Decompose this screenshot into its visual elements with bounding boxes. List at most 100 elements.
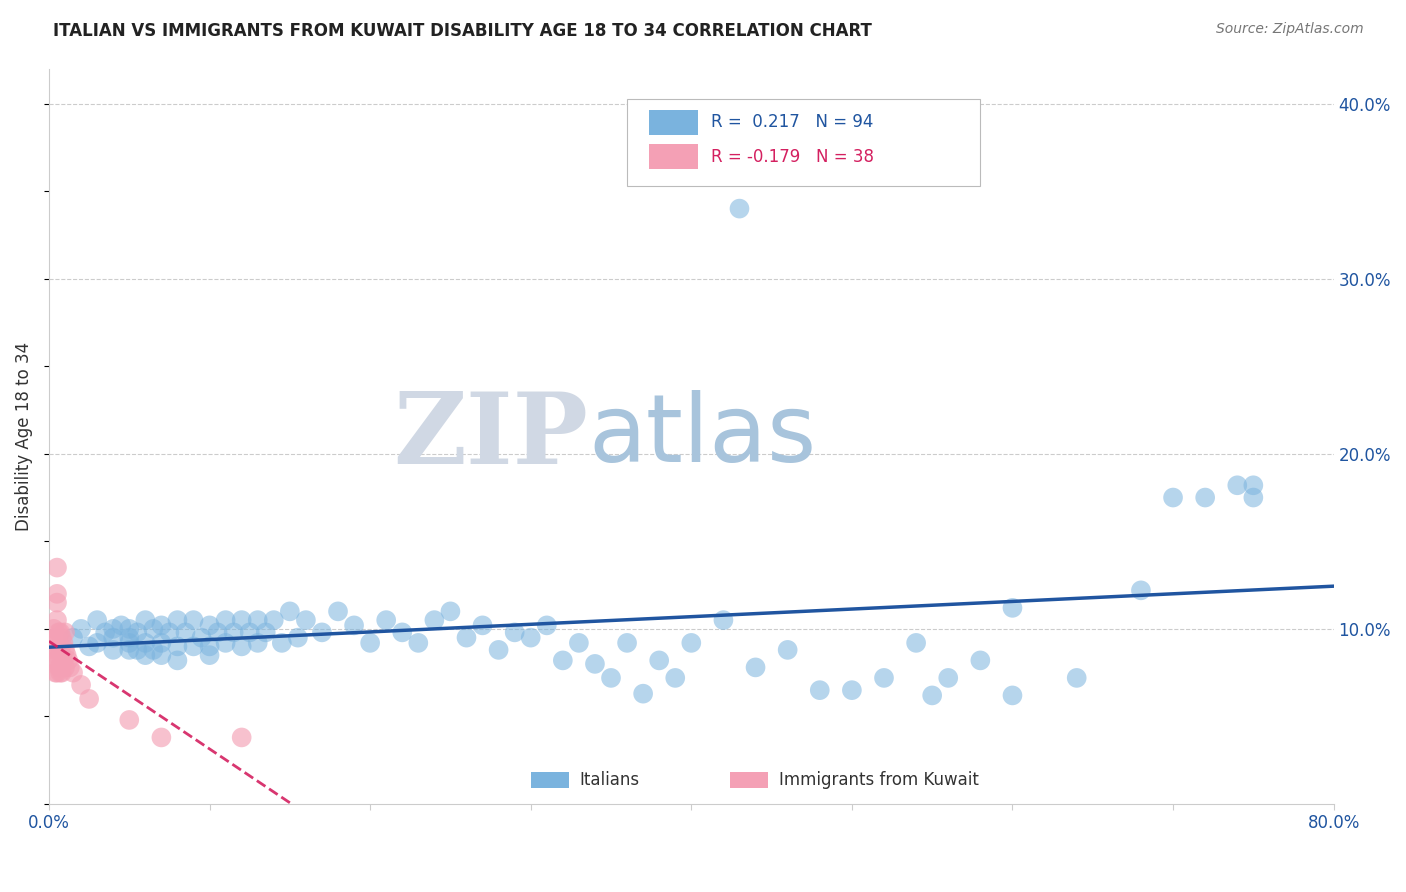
Point — [1194, 491, 1216, 505]
Point — [44, 653, 66, 667]
Point — [231, 613, 253, 627]
Point — [198, 648, 221, 662]
Point — [183, 640, 205, 654]
Point — [423, 613, 446, 627]
Point — [214, 636, 236, 650]
Point — [46, 631, 69, 645]
Point — [190, 631, 212, 645]
Point — [222, 625, 245, 640]
Point — [48, 660, 70, 674]
Point — [49, 625, 72, 640]
Point — [246, 636, 269, 650]
Point — [150, 636, 173, 650]
Point — [103, 643, 125, 657]
Point — [44, 631, 66, 645]
Text: R = -0.179   N = 38: R = -0.179 N = 38 — [710, 148, 873, 166]
Point — [728, 202, 751, 216]
Point — [270, 636, 292, 650]
Point — [343, 618, 366, 632]
Point — [51, 648, 73, 662]
Point — [103, 622, 125, 636]
Point — [94, 625, 117, 640]
Point — [46, 596, 69, 610]
Text: ITALIAN VS IMMIGRANTS FROM KUWAIT DISABILITY AGE 18 TO 34 CORRELATION CHART: ITALIAN VS IMMIGRANTS FROM KUWAIT DISABI… — [53, 22, 872, 40]
Point — [359, 636, 381, 650]
FancyBboxPatch shape — [530, 772, 569, 788]
Point — [214, 613, 236, 627]
Point — [1226, 478, 1249, 492]
Text: Italians: Italians — [579, 771, 640, 789]
Point — [166, 640, 188, 654]
Point — [536, 618, 558, 632]
Point — [157, 625, 180, 640]
Point — [166, 613, 188, 627]
Point — [127, 643, 149, 657]
Point — [969, 653, 991, 667]
Point — [110, 618, 132, 632]
Point — [664, 671, 686, 685]
Point — [70, 622, 93, 636]
Point — [239, 625, 262, 640]
Point — [1129, 583, 1152, 598]
Point — [648, 653, 671, 667]
Point — [62, 665, 84, 680]
Point — [42, 622, 65, 636]
Point — [127, 625, 149, 640]
Point — [254, 625, 277, 640]
Point — [55, 648, 77, 662]
Point — [631, 687, 654, 701]
Point — [905, 636, 928, 650]
Point — [183, 613, 205, 627]
Point — [568, 636, 591, 650]
Point — [48, 636, 70, 650]
Point — [46, 613, 69, 627]
Point — [921, 689, 943, 703]
Point — [134, 613, 156, 627]
Point — [278, 604, 301, 618]
Point — [48, 643, 70, 657]
Point — [77, 692, 100, 706]
Text: ZIP: ZIP — [394, 388, 589, 484]
Point — [681, 636, 703, 650]
Point — [471, 618, 494, 632]
Point — [142, 622, 165, 636]
Point — [198, 640, 221, 654]
Point — [77, 640, 100, 654]
Point — [1241, 491, 1264, 505]
Point — [48, 625, 70, 640]
Text: atlas: atlas — [589, 391, 817, 483]
Point — [70, 678, 93, 692]
Point — [616, 636, 638, 650]
Point — [53, 643, 76, 657]
Point — [49, 665, 72, 680]
Point — [408, 636, 430, 650]
Point — [263, 613, 285, 627]
Point — [134, 636, 156, 650]
Point — [551, 653, 574, 667]
Point — [375, 613, 398, 627]
Point — [207, 625, 229, 640]
Point — [326, 604, 349, 618]
Point — [503, 625, 526, 640]
Point — [142, 643, 165, 657]
Point — [488, 643, 510, 657]
Point — [48, 653, 70, 667]
Point — [52, 653, 75, 667]
Point — [391, 625, 413, 640]
Point — [776, 643, 799, 657]
Point — [583, 657, 606, 671]
Point — [134, 648, 156, 662]
Point — [42, 643, 65, 657]
Point — [295, 613, 318, 627]
Point — [118, 622, 141, 636]
Point — [86, 636, 108, 650]
Point — [118, 636, 141, 650]
Point — [150, 731, 173, 745]
Point — [53, 660, 76, 674]
Point — [1001, 600, 1024, 615]
Text: Source: ZipAtlas.com: Source: ZipAtlas.com — [1216, 22, 1364, 37]
Point — [51, 631, 73, 645]
Point — [86, 613, 108, 627]
Point — [1241, 478, 1264, 492]
Point — [439, 604, 461, 618]
